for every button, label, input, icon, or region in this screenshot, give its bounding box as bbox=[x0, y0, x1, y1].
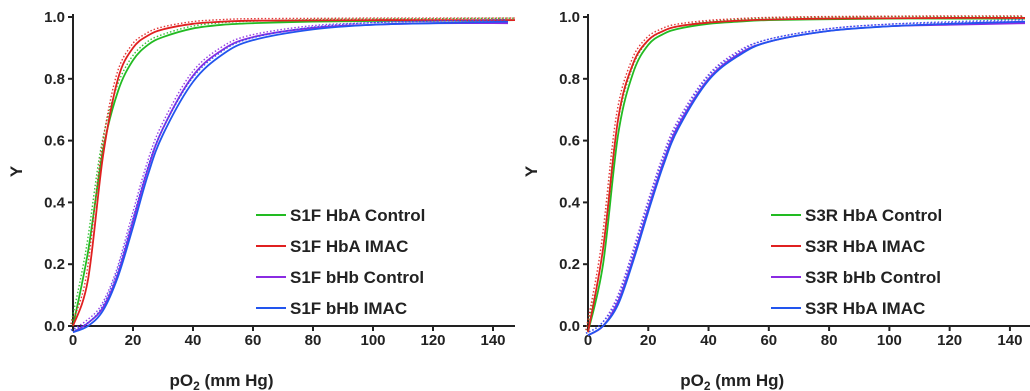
series-fit-dots-3 bbox=[70, 20, 507, 331]
x-tick-label: 120 bbox=[937, 332, 962, 349]
y-tick-label: 0.0 bbox=[44, 318, 65, 335]
y-tick-label: 1.0 bbox=[559, 9, 580, 26]
x-tick-label: 60 bbox=[760, 332, 777, 349]
series-fit-dots-4 bbox=[585, 18, 1024, 334]
series-line-1 bbox=[72, 19, 515, 327]
series-fit-dots-1 bbox=[70, 17, 515, 325]
y-axis-label: Y bbox=[522, 165, 541, 177]
y-tick-label: 0.4 bbox=[44, 194, 66, 211]
y-tick-label: 0.2 bbox=[44, 256, 65, 273]
x-tick-label: 40 bbox=[700, 332, 717, 349]
y-tick-label: 0.4 bbox=[559, 194, 581, 211]
x-axis-label: pO2 (mm Hg) bbox=[170, 371, 274, 391]
legend-label: S3R HbA Control bbox=[805, 206, 942, 225]
series-fit-dots-4 bbox=[70, 18, 507, 331]
x-tick-label: 60 bbox=[245, 332, 262, 349]
series-line-2 bbox=[587, 17, 1026, 333]
x-tick-label: 20 bbox=[640, 332, 657, 349]
legend-label: S1F bHb Control bbox=[290, 268, 424, 287]
series-fit-dots-2 bbox=[585, 15, 1024, 331]
y-tick-label: 0.8 bbox=[559, 71, 580, 88]
x-tick-label: 140 bbox=[480, 332, 505, 349]
y-tick-label: 0.2 bbox=[559, 256, 580, 273]
y-tick-label: 0.6 bbox=[44, 133, 65, 150]
legend-label: S1F HbA Control bbox=[290, 206, 425, 225]
x-tick-label: 120 bbox=[420, 332, 445, 349]
y-tick-label: 1.0 bbox=[44, 9, 65, 26]
y-axis-label: Y bbox=[7, 165, 26, 177]
x-tick-label: 20 bbox=[125, 332, 142, 349]
x-axis-label: pO2 (mm Hg) bbox=[680, 371, 784, 391]
y-tick-label: 0.8 bbox=[44, 71, 65, 88]
series-line-2 bbox=[72, 19, 515, 327]
x-tick-label: 0 bbox=[584, 332, 592, 349]
oxygen-binding-chart-left: 0.0 0.2 0.4 0.6 0.8 1.0 0 20 40 60 80 100 120 140 YpO2… bbox=[7, 9, 515, 391]
x-tick-label: 80 bbox=[305, 332, 322, 349]
legend-label: S3R bHb Control bbox=[805, 268, 941, 287]
series-line-4 bbox=[72, 20, 509, 334]
series-line-3 bbox=[587, 22, 1026, 337]
x-tick-label: 100 bbox=[360, 332, 385, 349]
x-tick-label: 140 bbox=[997, 332, 1022, 349]
x-tick-label: 0 bbox=[69, 332, 77, 349]
y-tick-label: 0.6 bbox=[559, 133, 580, 150]
x-tick-label: 100 bbox=[877, 332, 902, 349]
oxygen-binding-chart-right: 0.0 0.2 0.4 0.6 0.8 1.0 0 20 40 60 80 100 120 140 YpO2… bbox=[522, 9, 1030, 391]
series-line-4 bbox=[587, 20, 1026, 337]
series-fit-dots-2 bbox=[70, 17, 515, 325]
legend-label: S3R HbA IMAC bbox=[805, 299, 925, 318]
legend-label: S1F bHb IMAC bbox=[290, 299, 407, 318]
x-tick-label: 40 bbox=[185, 332, 202, 349]
legend-label: S1F HbA IMAC bbox=[290, 237, 408, 256]
x-tick-label: 80 bbox=[821, 332, 838, 349]
y-tick-label: 0.0 bbox=[559, 318, 580, 335]
legend-label: S3R HbA IMAC bbox=[805, 237, 925, 256]
